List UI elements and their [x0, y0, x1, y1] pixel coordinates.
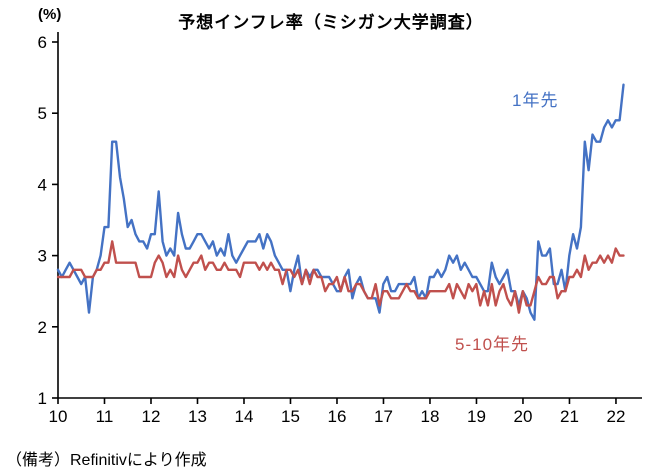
x-tick-label: 17 [374, 407, 393, 426]
x-tick-label: 22 [607, 407, 626, 426]
chart-title: 予想インフレ率（ミシガン大学調査） [178, 13, 484, 32]
x-tick-label: 11 [96, 407, 114, 426]
series-lines [56, 83, 625, 321]
series-line-0 [56, 83, 625, 321]
x-tick-label: 19 [467, 407, 486, 426]
y-tick-label: 1 [38, 389, 47, 408]
x-tick-label: 13 [188, 407, 207, 426]
series-label-1-year-ahead: 1年先 [512, 91, 559, 110]
x-tick-label: 10 [49, 407, 68, 426]
y-tick-label: 2 [38, 318, 47, 337]
x-tick-label: 12 [142, 407, 161, 426]
y-tick-label: 4 [38, 175, 47, 194]
y-tick-label: 3 [38, 247, 47, 266]
series-line-1 [56, 240, 625, 314]
x-tick-label: 21 [560, 407, 579, 426]
y-tick-label: 5 [38, 104, 47, 123]
x-tick-label: 15 [281, 407, 300, 426]
x-tick-label: 14 [235, 407, 254, 426]
series-label-5-10-years-ahead: 5-10年先 [455, 335, 530, 354]
x-tick-label: 16 [328, 407, 347, 426]
source-note: （備考）Refinitivにより作成 [6, 452, 207, 469]
y-axis-unit-label: (%) [38, 6, 62, 23]
x-tick-label: 18 [421, 407, 440, 426]
x-tick-label: 20 [514, 407, 533, 426]
y-tick-label: 6 [38, 33, 47, 52]
